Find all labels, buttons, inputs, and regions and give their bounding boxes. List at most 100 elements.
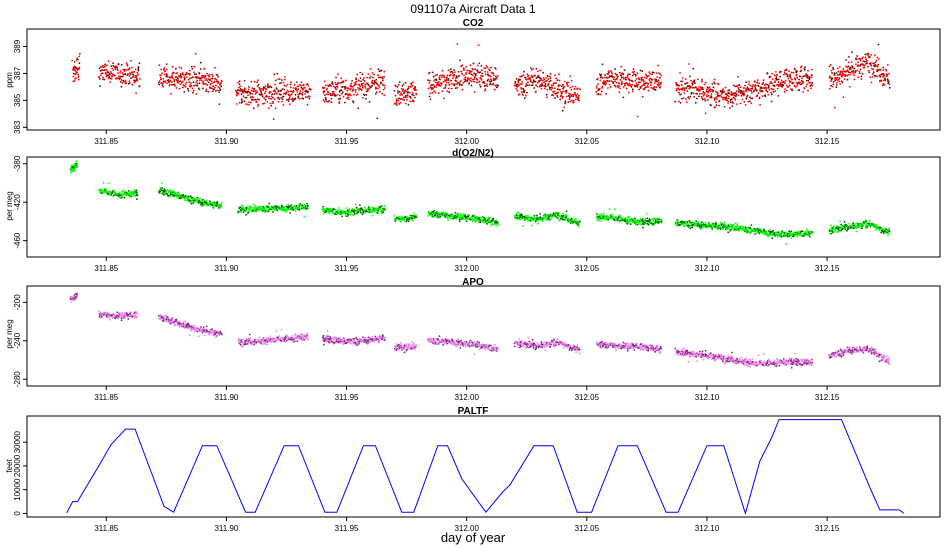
data-point <box>574 85 577 88</box>
data-point <box>547 78 550 81</box>
data-point <box>362 78 364 81</box>
data-point <box>402 96 405 99</box>
data-point <box>73 79 76 82</box>
data-point <box>772 91 775 93</box>
data-point <box>785 69 788 71</box>
data-point <box>344 101 346 104</box>
data-point <box>544 82 547 85</box>
data-point <box>748 80 750 83</box>
data-point <box>118 193 121 196</box>
data-point <box>408 219 411 222</box>
data-point <box>700 227 703 230</box>
data-point <box>189 77 191 80</box>
data-point <box>656 76 659 78</box>
data-point <box>308 96 311 98</box>
data-point <box>303 86 306 89</box>
data-point <box>634 75 637 77</box>
data-point <box>273 93 276 95</box>
data-point <box>835 84 838 86</box>
data-point <box>138 84 141 87</box>
data-point <box>575 94 578 97</box>
data-point <box>785 72 788 75</box>
data-point <box>741 98 744 101</box>
data-point <box>463 74 465 77</box>
data-point <box>782 84 785 87</box>
data-point <box>709 90 712 92</box>
data-point <box>771 78 774 80</box>
data-point <box>831 77 834 80</box>
data-point <box>654 88 657 91</box>
data-point <box>799 81 801 84</box>
x-tick-label: 311.90 <box>214 137 238 146</box>
data-point <box>735 90 738 92</box>
data-point <box>208 75 211 78</box>
data-point <box>559 84 561 87</box>
data-point <box>804 66 806 69</box>
data-point <box>180 75 183 78</box>
data-point <box>360 211 362 214</box>
data-point <box>256 81 259 84</box>
data-point <box>365 210 368 213</box>
data-point <box>460 70 463 73</box>
data-point <box>241 204 244 207</box>
data-point <box>611 72 613 75</box>
data-point <box>459 212 462 215</box>
data-point <box>724 224 727 227</box>
data-point <box>397 83 400 86</box>
data-point <box>728 95 730 98</box>
data-point <box>631 83 634 86</box>
data-point <box>405 220 408 223</box>
data-point <box>399 101 402 104</box>
data-point <box>809 236 811 238</box>
data-point <box>614 85 617 88</box>
data-point <box>281 79 283 81</box>
data-point <box>578 99 580 102</box>
data-point <box>240 90 242 92</box>
data-point <box>76 164 78 167</box>
data-point <box>344 85 347 88</box>
data-point <box>173 83 176 86</box>
data-point <box>461 84 463 86</box>
data-point <box>327 100 330 103</box>
data-point <box>745 98 748 100</box>
data-point <box>368 77 371 79</box>
data-point <box>361 86 364 89</box>
data-point <box>158 64 161 67</box>
data-point <box>349 213 352 216</box>
data-point <box>410 214 413 217</box>
data-point <box>529 67 532 69</box>
data-point <box>265 209 268 212</box>
data-point <box>858 225 861 227</box>
data-point <box>347 96 350 99</box>
data-point <box>558 79 561 82</box>
data-point <box>678 91 680 94</box>
data-point <box>109 73 111 76</box>
data-point <box>137 69 140 72</box>
data-point <box>116 66 118 69</box>
data-point <box>185 195 188 198</box>
data-point <box>683 92 686 94</box>
data-point <box>347 214 350 216</box>
data-point <box>600 73 602 76</box>
data-point <box>523 70 525 73</box>
data-point <box>266 205 269 208</box>
data-point <box>536 70 539 73</box>
data-point <box>633 73 635 75</box>
data-point <box>612 78 615 81</box>
data-point <box>475 81 478 84</box>
data-point <box>603 80 605 82</box>
data-point <box>718 100 721 102</box>
data-point <box>859 59 862 62</box>
data-point <box>642 223 645 226</box>
data-point <box>204 79 207 81</box>
data-point <box>352 101 355 104</box>
data-point <box>849 66 852 69</box>
data-point <box>651 71 654 74</box>
data-point <box>564 90 567 92</box>
data-point <box>335 83 337 86</box>
data-point <box>717 83 720 86</box>
data-point <box>739 89 742 92</box>
data-point <box>384 87 386 89</box>
data-point <box>658 221 661 224</box>
